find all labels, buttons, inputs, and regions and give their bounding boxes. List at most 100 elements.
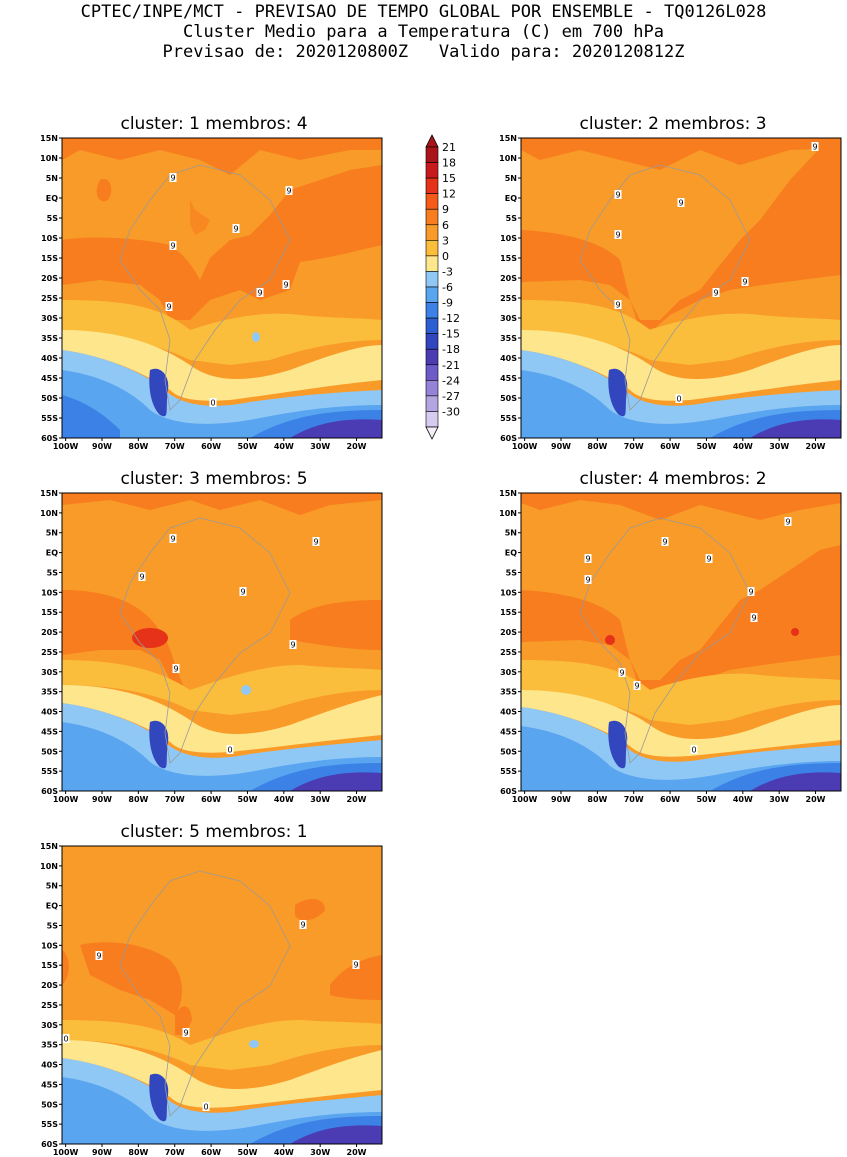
contour-label: 0 [675,394,683,404]
lat-tick-label: 30S [500,314,517,323]
contour-label: 9 [138,572,146,582]
lat-tick-label: 10S [41,588,58,597]
lat-tick-label: 45S [41,727,58,736]
lat-tick-label: 45S [500,727,517,736]
lat-tick-label: 30S [41,314,58,323]
svg-text:9: 9 [742,278,747,287]
lat-tick-label: 30S [41,1021,58,1030]
lon-tick-label: 90W [551,442,571,451]
lat-tick-label: 5S [506,214,518,223]
lat-tick-label: 45S [500,374,517,383]
lon-tick-label: 100W [512,442,538,451]
contour-label: 9 [352,960,360,970]
lon-tick-label: 50W [237,795,257,804]
lat-tick-label: 10N [499,154,517,163]
contour-label: 0 [62,1034,70,1044]
lat-tick-label: 5S [47,921,59,930]
lat-tick-label: 55S [41,767,58,776]
colorbar-label: -27 [442,390,460,403]
panel-title: cluster: 5 membros: 1 [120,822,307,842]
colorbar-segment [425,255,439,272]
lon-tick-label: 50W [237,1148,257,1157]
lat-tick-label: 10N [40,154,58,163]
contour-label: 9 [299,920,307,930]
lat-tick-label: 5S [47,568,59,577]
lon-tick-label: 80W [128,1148,148,1157]
contour-label: 9 [289,640,297,650]
svg-text:9: 9 [286,187,291,196]
lat-tick-label: 50S [41,1100,58,1109]
map-panel-cluster-3 [61,492,383,792]
panel-title: cluster: 1 membros: 4 [120,114,307,134]
colorbar-label: -9 [442,297,453,310]
lon-tick-label: 30W [769,442,789,451]
lat-tick-label: 25S [41,294,58,303]
lat-tick-label: 60S [41,434,58,443]
lon-tick-label: 70W [624,442,644,451]
lat-tick-label: 5N [505,529,517,538]
colorbar-label: -21 [442,359,460,372]
lat-tick-label: 25S [41,1001,58,1010]
svg-text:9: 9 [290,641,295,650]
panel-title: cluster: 2 membros: 3 [579,114,766,134]
svg-text:0: 0 [691,746,696,755]
colorbar-label: 21 [442,141,456,154]
lon-tick-label: 70W [624,795,644,804]
colorbar-segment [425,302,439,319]
colorbar-segment [425,411,439,428]
lat-tick-label: 10N [40,862,58,871]
lat-tick-label: 40S [500,354,517,363]
lon-tick-label: 70W [165,1148,185,1157]
lat-tick-label: 15S [41,608,58,617]
lat-tick-label: 40S [41,708,58,717]
colorbar-segment [425,348,439,366]
svg-text:9: 9 [585,555,590,564]
lat-tick-label: 5N [505,174,517,183]
lat-tick-label: 15S [41,961,58,970]
lat-tick-label: 35S [41,688,58,697]
contour-label: 9 [584,554,592,564]
lat-tick-label: 50S [500,747,517,756]
lon-tick-label: 100W [512,795,538,804]
lat-tick-label: 20S [500,628,517,637]
colorbar-segment [425,333,439,350]
svg-text:9: 9 [615,191,620,200]
lon-tick-label: 20W [806,442,826,451]
lat-tick-label: 45S [41,1080,58,1089]
svg-text:0: 0 [210,399,215,408]
lat-tick-label: 15N [499,134,517,143]
svg-text:9: 9 [812,143,817,152]
lat-tick-label: 35S [500,688,517,697]
lon-tick-label: 80W [128,795,148,804]
lat-tick-label: 60S [41,787,58,796]
svg-text:9: 9 [173,665,178,674]
svg-text:9: 9 [170,242,175,251]
contour-label: 9 [750,613,758,623]
lon-tick-label: 40W [733,442,753,451]
lat-tick-label: EQ [46,549,58,558]
lat-tick-label: 10S [41,234,58,243]
contour-label: 9 [661,537,669,547]
contour-label: 9 [747,587,755,597]
lon-tick-label: 30W [310,442,330,451]
lat-tick-label: 60S [500,787,517,796]
lat-tick-label: 15N [40,489,58,498]
contour-label: 9 [614,190,622,200]
svg-text:9: 9 [300,921,305,930]
map-panel-cluster-4 [520,492,842,792]
colorbar-bottom-arrow [425,426,439,440]
lon-tick-label: 80W [587,795,607,804]
lat-tick-label: 55S [41,1120,58,1129]
map-panel-cluster-1 [61,137,383,439]
lat-tick-label: 10N [499,509,517,518]
lat-tick-label: 55S [41,414,58,423]
svg-text:0: 0 [227,746,232,755]
lon-tick-label: 100W [53,442,79,451]
svg-text:9: 9 [678,199,683,208]
lon-tick-label: 30W [310,1148,330,1157]
colorbar-label: -6 [442,281,453,294]
lat-tick-label: 55S [500,414,517,423]
lat-tick-label: 30S [41,668,58,677]
lat-tick-label: 20S [41,981,58,990]
